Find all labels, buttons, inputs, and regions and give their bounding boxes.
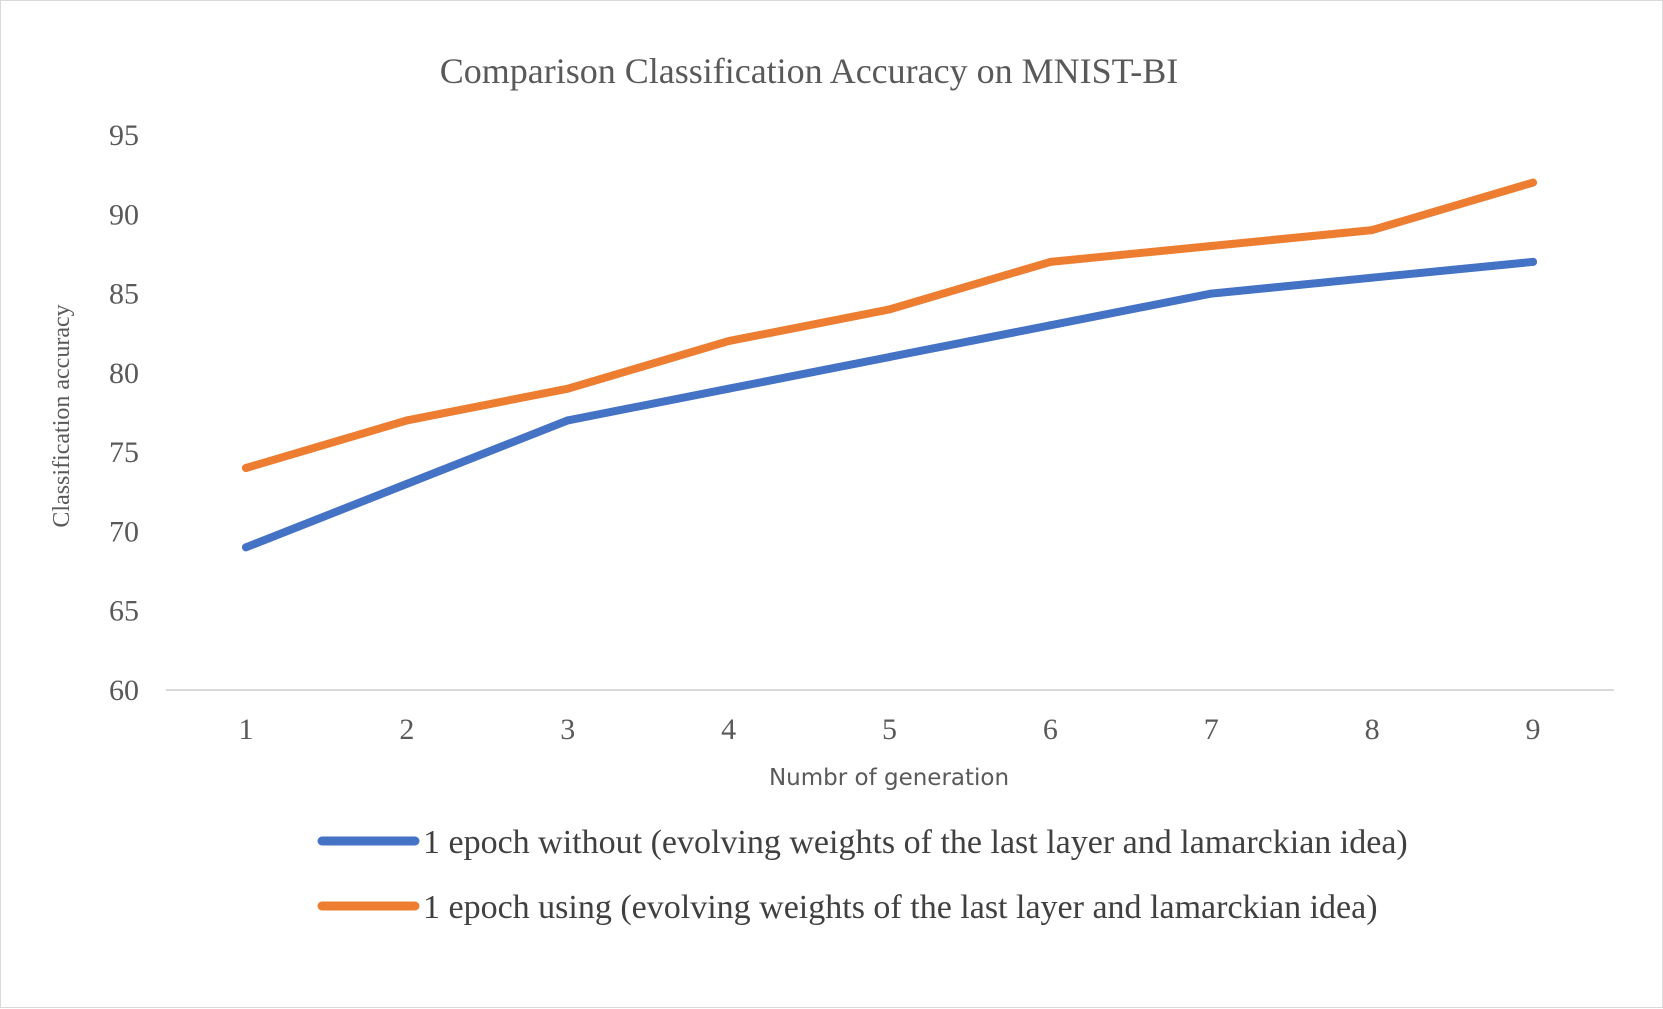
x-tick-label: 7 [1204,713,1219,746]
x-tick-label: 2 [399,713,414,746]
series-1-point [242,464,250,472]
series-0-point [885,353,894,361]
chart-title: Comparison Classification Accuracy on MN… [440,51,1179,91]
x-axis-label: Numbr of generation [769,765,1009,791]
x-tick-label: 3 [560,713,575,746]
y-tick-label: 75 [109,436,139,469]
x-tick-label: 5 [882,713,897,746]
series-line-1 [242,178,1537,472]
series-1-point [1368,226,1377,235]
series-1-point [1207,242,1216,250]
x-axis-ticks: 1 2 3 4 5 6 7 8 9 [239,713,1541,746]
y-tick-label: 65 [109,595,139,628]
x-tick-label: 9 [1526,713,1541,746]
x-tick-label: 4 [721,713,736,746]
series-0-point [1529,257,1537,266]
y-tick-label: 80 [109,357,139,390]
y-axis-ticks: 95 90 85 80 75 70 65 60 [109,119,139,707]
series-line-0 [242,257,1537,552]
legend-label-using: 1 epoch using (evolving weights of the l… [423,889,1378,926]
legend-label-without: 1 epoch without (evolving weights of the… [423,824,1408,861]
y-tick-label: 95 [109,119,139,152]
series-1-point [885,305,894,314]
y-tick-label: 85 [109,278,139,311]
y-tick-label: 60 [109,674,139,707]
series-0-point [1368,273,1377,282]
x-tick-label: 8 [1365,713,1380,746]
y-axis-label: Classification accuracy [49,304,75,527]
y-tick-label: 90 [109,198,139,231]
x-tick-label: 1 [239,713,254,746]
series-0-point [724,384,733,393]
legend: 1 epoch without (evolving weights of the… [317,824,1408,926]
series-0-point [1046,321,1055,330]
series-1-point [1046,257,1055,266]
series-1-point [402,416,411,425]
series-0-point [402,479,411,488]
series-0-point [242,543,250,552]
series-group [242,178,1537,552]
series-1-point [563,384,572,393]
x-tick-label: 6 [1043,713,1058,746]
series-1-point [724,337,733,346]
y-tick-label: 70 [109,515,139,548]
series-1-point [1529,178,1537,187]
series-0-point [1207,289,1216,298]
series-0-point [563,416,572,425]
